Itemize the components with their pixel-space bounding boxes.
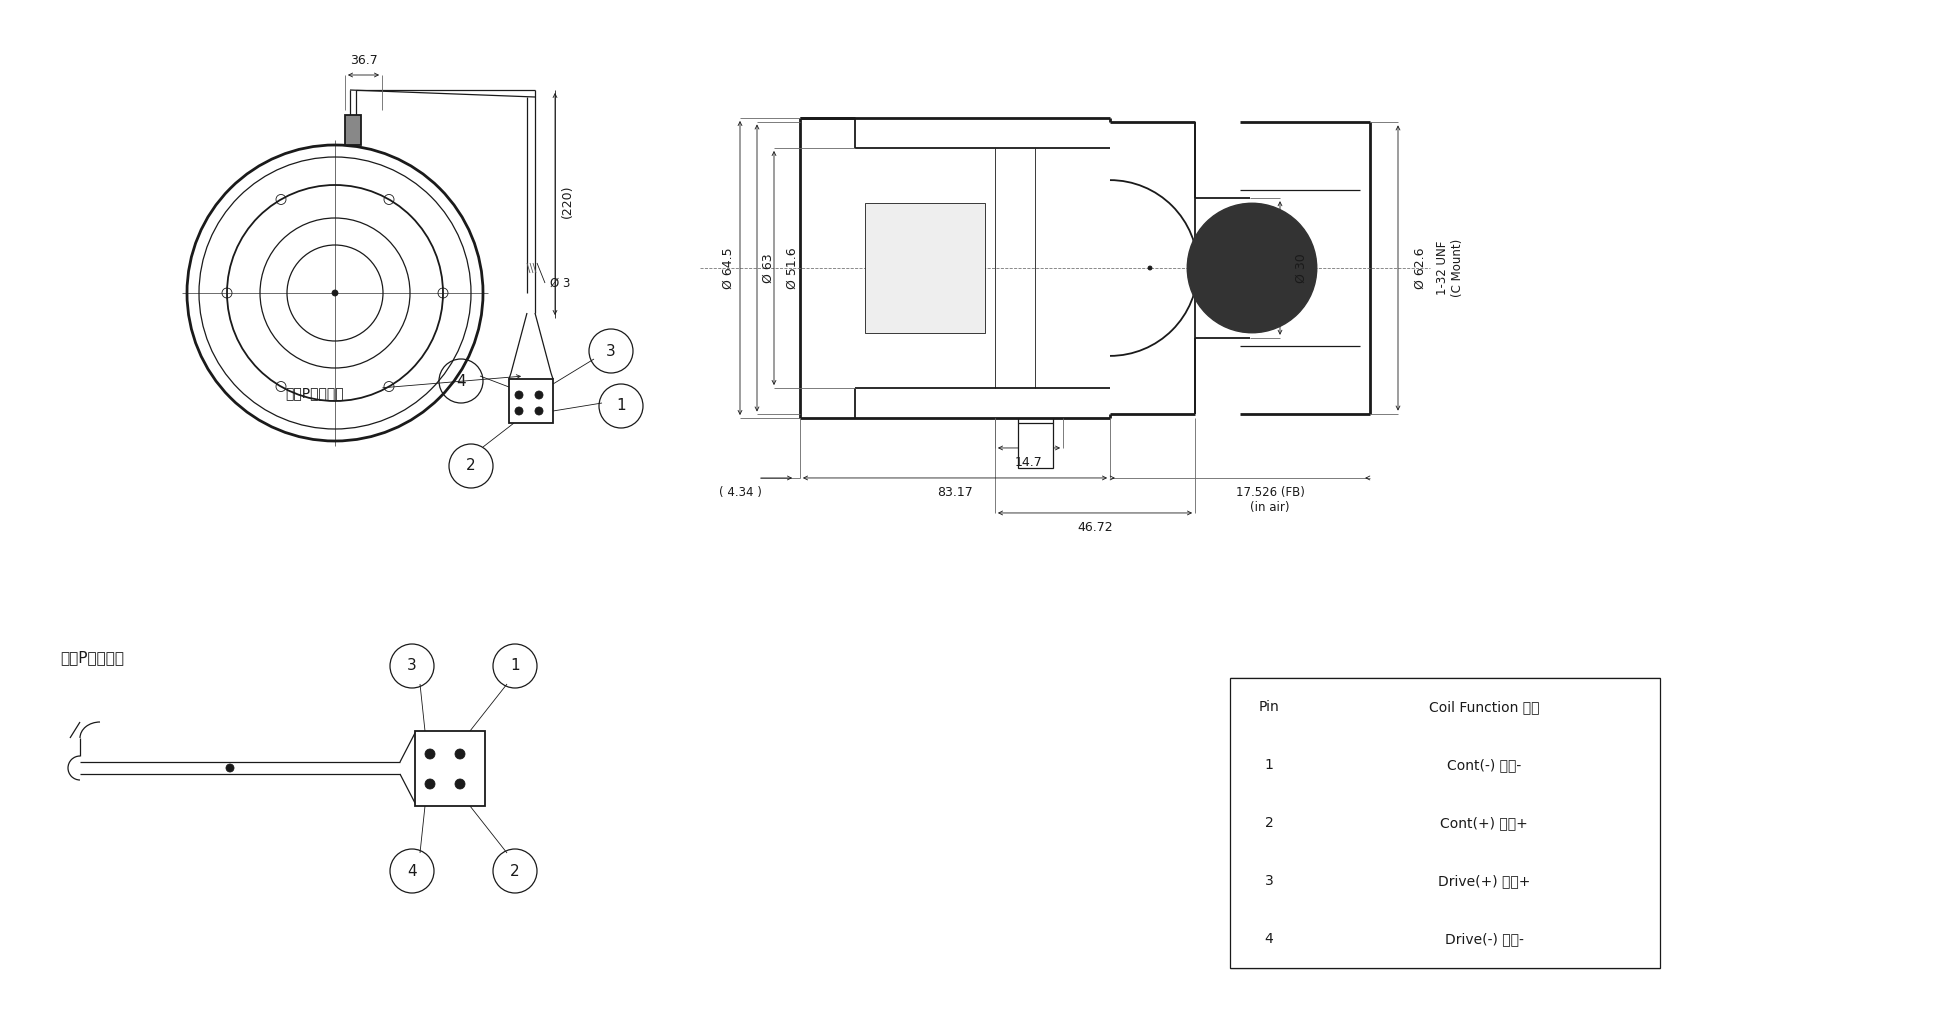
- Text: 2: 2: [1266, 816, 1273, 830]
- Text: 角４Pコネクタ: 角４Pコネクタ: [286, 386, 344, 400]
- Circle shape: [1188, 204, 1316, 333]
- Text: Cont(-) 制動-: Cont(-) 制動-: [1446, 758, 1520, 772]
- Text: Ø 51.6: Ø 51.6: [785, 247, 799, 289]
- Text: 1: 1: [1264, 758, 1273, 772]
- Text: 2: 2: [467, 458, 476, 474]
- Text: Coil Function 巻線: Coil Function 巻線: [1429, 700, 1540, 714]
- Text: Drive(-) 駅動-: Drive(-) 駅動-: [1444, 932, 1524, 946]
- Text: 1: 1: [616, 399, 626, 413]
- Bar: [344, 115, 362, 145]
- Text: Pin: Pin: [1258, 700, 1279, 714]
- Circle shape: [426, 749, 435, 759]
- Circle shape: [515, 391, 523, 399]
- Text: 14.7: 14.7: [1015, 456, 1042, 470]
- Text: (in air): (in air): [1250, 502, 1289, 514]
- Text: 4: 4: [457, 373, 467, 389]
- Circle shape: [1149, 266, 1153, 270]
- Text: 角４Pコネクタ: 角４Pコネクタ: [60, 651, 124, 665]
- Text: (220): (220): [560, 185, 573, 218]
- Text: Ø 64.5: Ø 64.5: [721, 247, 735, 289]
- Circle shape: [226, 764, 233, 772]
- Text: 46.72: 46.72: [1077, 521, 1112, 535]
- Text: 1-32 UNF
(C Mount): 1-32 UNF (C Mount): [1437, 238, 1464, 297]
- Bar: [865, 203, 986, 333]
- Bar: [414, 731, 484, 806]
- Text: 3: 3: [406, 659, 416, 673]
- Text: 83.17: 83.17: [937, 486, 972, 500]
- Text: Ø 3: Ø 3: [550, 277, 570, 290]
- Bar: [509, 379, 552, 423]
- Circle shape: [515, 407, 523, 415]
- Circle shape: [332, 290, 338, 296]
- Circle shape: [455, 749, 465, 759]
- Text: 17.526 (FB): 17.526 (FB): [1236, 486, 1304, 500]
- Text: 4: 4: [406, 864, 416, 879]
- Circle shape: [1026, 438, 1044, 453]
- Text: Drive(+) 駅動+: Drive(+) 駅動+: [1439, 874, 1530, 888]
- Bar: [1231, 678, 1660, 968]
- Circle shape: [426, 779, 435, 790]
- Text: 3: 3: [1266, 874, 1273, 888]
- Text: Ø 63: Ø 63: [762, 253, 776, 283]
- Text: 4: 4: [1266, 932, 1273, 946]
- Text: 2: 2: [509, 864, 519, 879]
- Text: Cont(+) 制動+: Cont(+) 制動+: [1441, 816, 1528, 830]
- Circle shape: [535, 407, 542, 415]
- Circle shape: [535, 391, 542, 399]
- Bar: [1017, 423, 1052, 468]
- Text: Ø 30: Ø 30: [1295, 253, 1308, 283]
- Text: 3: 3: [607, 343, 616, 359]
- Circle shape: [455, 779, 465, 790]
- Text: ( 4.34 ): ( 4.34 ): [719, 486, 762, 500]
- Text: 36.7: 36.7: [350, 53, 377, 67]
- Text: Ø 62.6: Ø 62.6: [1413, 248, 1427, 289]
- Text: 1: 1: [509, 659, 519, 673]
